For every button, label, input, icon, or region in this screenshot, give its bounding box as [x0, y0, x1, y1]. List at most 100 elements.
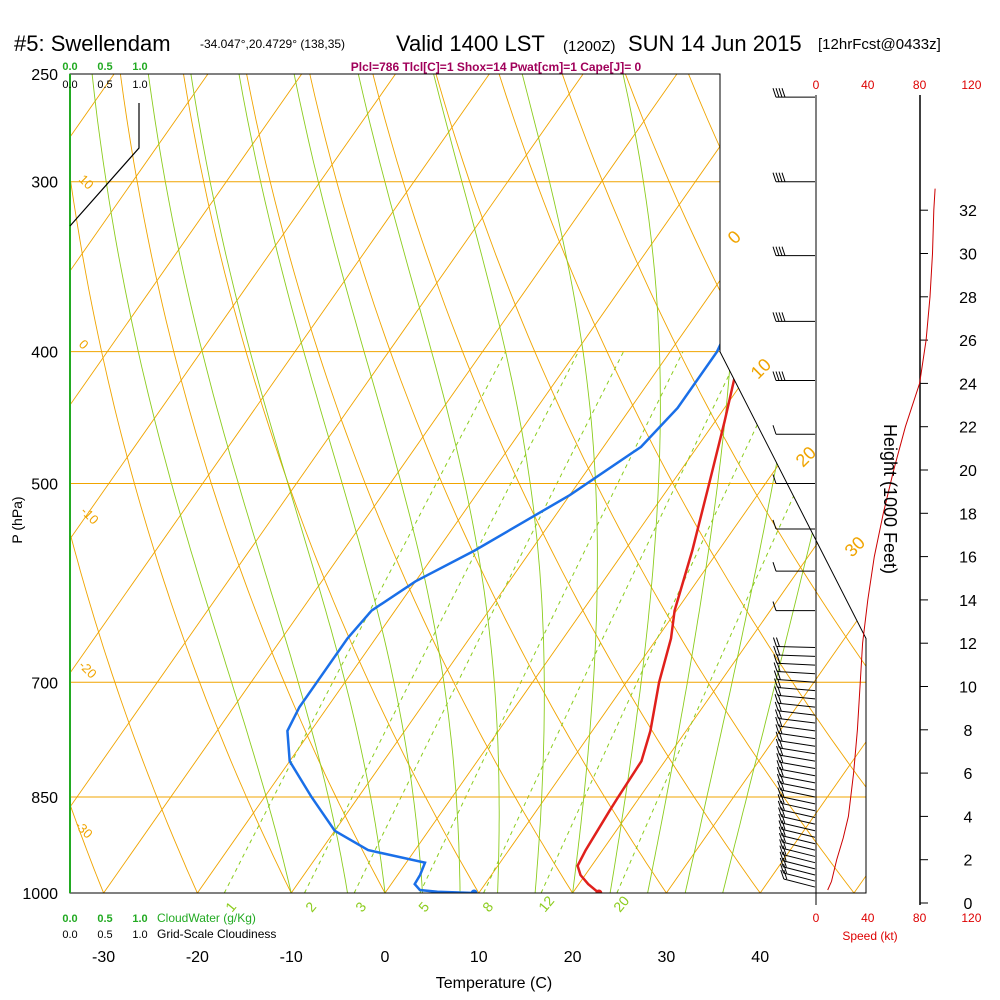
wind-barb-staff [783, 866, 816, 876]
wind-barb-flag [772, 371, 777, 381]
cloudwater-top-tick: 0.0 [62, 61, 77, 73]
surface-dewpoint-marker [470, 889, 478, 893]
height-tick-label: 10 [959, 680, 977, 697]
wind-barb-staff [777, 679, 816, 683]
pressure-tick-label: 700 [31, 675, 58, 692]
cloudwater-top-tick: 1.0 [132, 61, 147, 73]
wind-barb [772, 562, 815, 572]
wind-barb-flag [774, 678, 779, 688]
height-tick-label: 16 [959, 550, 977, 567]
isotherm-label: 10 [76, 172, 97, 193]
plot-frame [69, 73, 867, 894]
speed-axis-title: Speed (kt) [842, 929, 897, 943]
wind-barb [777, 780, 816, 798]
wind-barb-flag [772, 425, 777, 435]
cloudiness-top-tick: 0.0 [62, 79, 77, 91]
isotherm-line [759, 74, 866, 893]
wind-barb-flag [781, 826, 786, 836]
wind-barb [778, 826, 816, 845]
wind-barb-flag [781, 813, 786, 824]
temperature-tick-label: 40 [751, 949, 769, 966]
wind-barb [777, 800, 816, 818]
height-tick-label: 14 [959, 593, 977, 610]
wind-barb-flag [777, 701, 782, 712]
wind-barb-flag [778, 832, 783, 843]
height-tick-label: 6 [964, 766, 973, 783]
wind-barb [778, 813, 816, 832]
moist-adiabat-line [521, 74, 598, 893]
mixing-ratio-label: 3 [352, 899, 369, 915]
wind-barb [772, 371, 815, 381]
wind-barb [778, 807, 816, 825]
wind-barb-staff [783, 878, 816, 888]
wind-barb-staff [779, 740, 816, 747]
dry-adiabat-line [0, 74, 10, 893]
wind-barb-flag [779, 760, 784, 770]
moist-adiabat-line [91, 74, 292, 893]
isotherm-label: -30 [72, 818, 96, 842]
forecast-info: [12hrFcst@0433z] [818, 36, 941, 53]
moist-adiabat-line [293, 74, 461, 893]
wind-barb-staff [781, 822, 816, 832]
wind-barb-staff [779, 754, 816, 762]
wind-barb-staff [779, 747, 816, 755]
wind-barb-flag [776, 662, 781, 672]
wind-barb [772, 519, 815, 530]
speed-top-tick-label: 120 [961, 78, 981, 92]
wind-barb-flag [778, 172, 783, 182]
height-tick-label: 0 [964, 896, 973, 913]
wind-barb-flag [775, 637, 780, 647]
isotherm-line [70, 74, 303, 893]
wind-barb-staff [778, 717, 816, 724]
moist-adiabat-line [238, 74, 423, 893]
wind-barb-staff [780, 789, 816, 798]
moist-adiabat-line [433, 74, 545, 893]
wind-barb [775, 731, 816, 747]
wind-barb-flag [780, 794, 785, 804]
wind-barb-flag [777, 787, 782, 797]
isotherm-label: 30 [841, 533, 869, 561]
wind-barb-flag [772, 519, 777, 530]
dry-adiabat-line [372, 74, 761, 893]
wind-barb [772, 601, 815, 612]
wind-barb-flag [775, 172, 780, 182]
height-tick-label: 32 [959, 203, 977, 220]
dry-adiabat-line [309, 74, 667, 893]
wind-barb-flag [774, 694, 779, 704]
wind-barb-flag [778, 738, 783, 749]
wind-barb [773, 662, 816, 675]
wind-barb [772, 425, 815, 435]
wind-barb-flag [781, 312, 786, 322]
wind-barb-staff [783, 872, 816, 882]
wind-barb-flag [779, 839, 784, 849]
mixing-ratio-label: 20 [610, 893, 632, 915]
wind-barb-staff [781, 828, 816, 838]
wind-barb-staff [781, 809, 816, 818]
wind-barb-flag [776, 773, 781, 784]
mixing-ratio-label: 8 [479, 899, 496, 915]
wind-barb-flag [779, 845, 784, 855]
wind-barb-flag [778, 813, 783, 824]
wind-barb-flag [773, 662, 778, 672]
wind-barb [772, 88, 815, 98]
cloudwater-label: CloudWater (g/Kg) [157, 911, 256, 925]
temperature-tick-label: -20 [186, 949, 209, 966]
wind-barb-flag [777, 794, 782, 804]
wind-barb-flag [776, 745, 781, 756]
wind-barb-staff [782, 854, 816, 864]
wind-barb-flag [773, 645, 778, 656]
wind-barb-staff [780, 782, 816, 791]
wind-barb-staff [776, 646, 816, 649]
wind-barb-flag [780, 780, 785, 791]
valid-date: SUN 14 Jun 2015 [628, 31, 802, 56]
height-tick-label: 4 [964, 809, 973, 826]
wind-barb-flag [778, 88, 783, 98]
wind-barb-flag [780, 800, 785, 811]
wind-barb-flag [776, 670, 781, 680]
wind-barb [779, 845, 816, 864]
wind-barb-flag [781, 88, 786, 98]
wind-barb-flag [781, 172, 786, 182]
wind-barb-flag [772, 562, 777, 572]
wind-barb-flag [772, 88, 777, 98]
wind-barb-staff [782, 847, 816, 857]
